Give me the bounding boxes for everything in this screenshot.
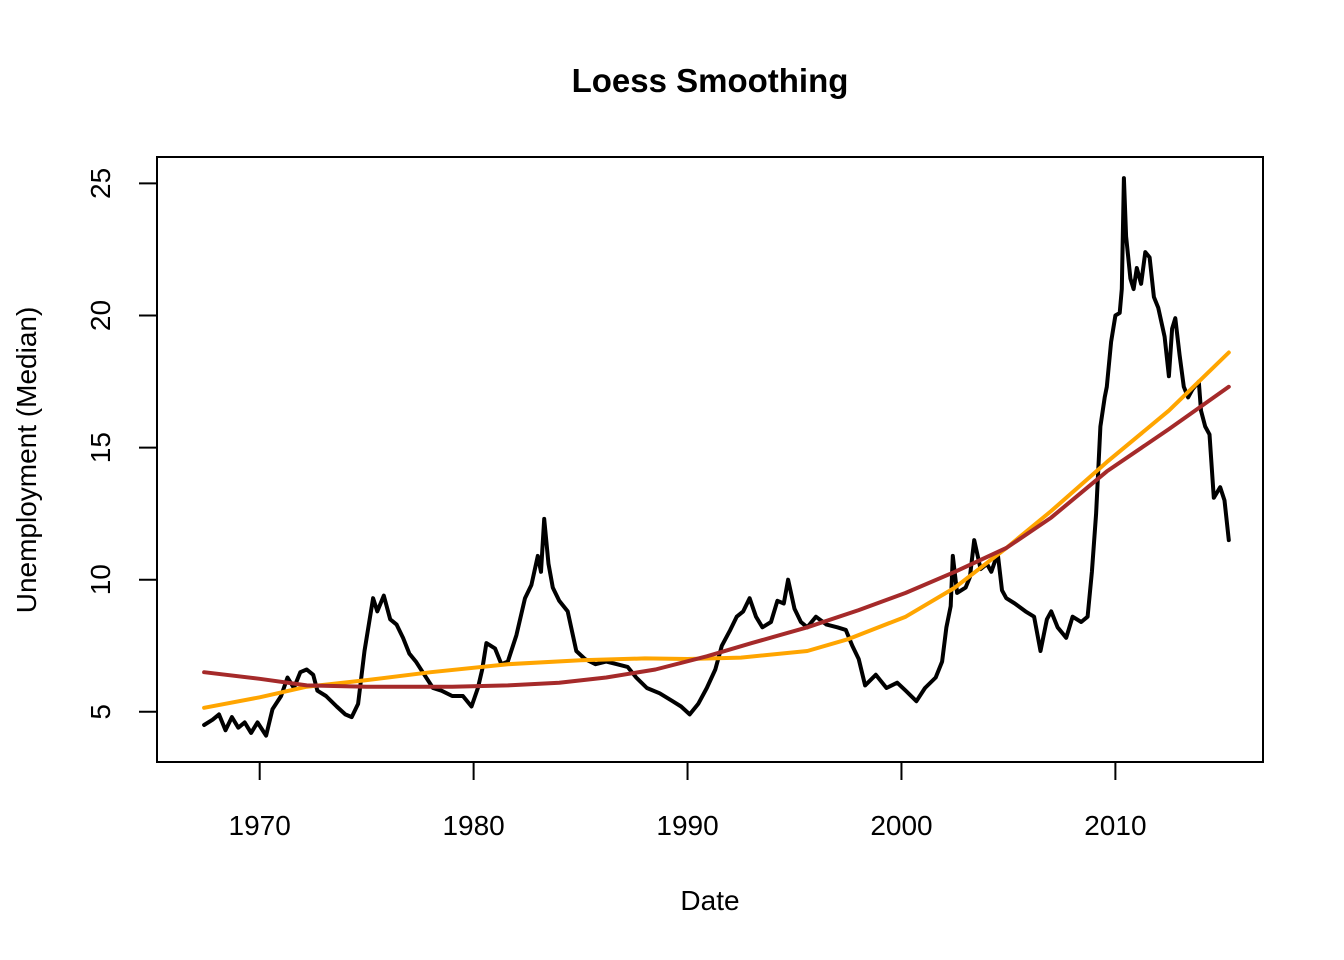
x-tick-label: 2010 — [1084, 810, 1146, 841]
x-tick-label: 1970 — [229, 810, 291, 841]
x-axis: 1970 1980 1990 2000 2010 — [229, 762, 1147, 841]
y-tick-label: 5 — [85, 704, 116, 720]
y-tick-label: 10 — [85, 564, 116, 595]
x-tick-label: 1990 — [656, 810, 718, 841]
chart-title: Loess Smoothing — [572, 62, 849, 99]
series-layer — [202, 176, 1231, 738]
x-tick-label: 1980 — [442, 810, 504, 841]
y-tick-label: 20 — [85, 300, 116, 331]
y-axis: 5 10 15 20 25 — [85, 168, 157, 720]
y-tick-label: 25 — [85, 168, 116, 199]
plot-frame — [156, 156, 1264, 763]
x-tick-label: 2000 — [870, 810, 932, 841]
y-axis-label: Unemployment (Median) — [11, 307, 42, 614]
series-line-loess-fit-orange — [202, 350, 1231, 710]
y-tick-label: 15 — [85, 432, 116, 463]
x-axis-label: Date — [680, 885, 739, 916]
series-line-unemployment-median — [202, 176, 1231, 738]
series-line-loess-fit-brown — [202, 384, 1231, 689]
